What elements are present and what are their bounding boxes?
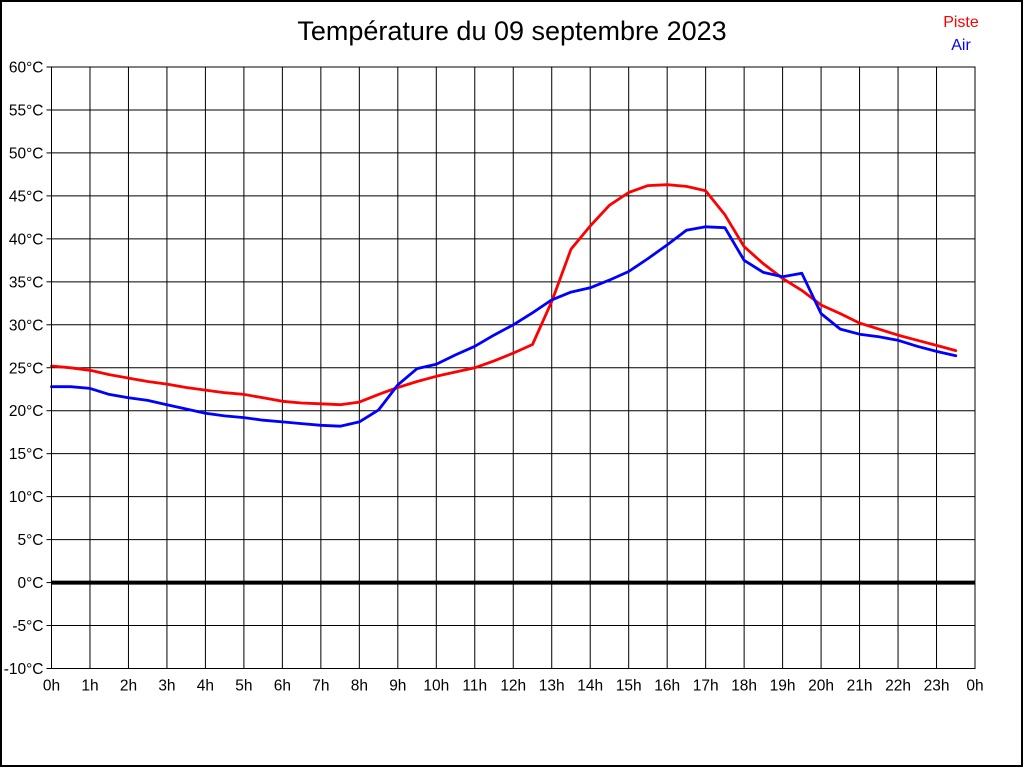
x-tick-label: 22h xyxy=(885,678,911,695)
y-tick-label: 30°C xyxy=(9,317,44,334)
x-tick-label: 8h xyxy=(351,678,368,695)
y-tick-label: 50°C xyxy=(9,145,44,162)
y-tick-label: 25°C xyxy=(9,360,44,377)
y-tick-label: 55°C xyxy=(9,102,44,119)
piste-line xyxy=(50,183,958,407)
y-tick-label: 5°C xyxy=(17,532,43,549)
y-tick-label: -10°C xyxy=(4,661,44,678)
y-tick-label: -5°C xyxy=(12,618,43,635)
y-tick-label: 35°C xyxy=(9,274,44,291)
plot-frame xyxy=(51,66,976,669)
x-tick-label: 0h xyxy=(43,678,60,695)
legend: Piste Air xyxy=(935,11,987,57)
x-tick-label: 19h xyxy=(770,678,796,695)
y-tick-label: 0°C xyxy=(17,575,43,592)
x-tick-label: 1h xyxy=(81,678,98,695)
x-tick-label: 23h xyxy=(924,678,950,695)
x-tick-label: 4h xyxy=(197,678,214,695)
y-tick-label: 60°C xyxy=(9,60,44,77)
legend-item-piste: Piste xyxy=(943,14,979,31)
y-tick-label: 20°C xyxy=(9,403,44,420)
x-tick-label: 21h xyxy=(847,678,873,695)
y-tick-label: 40°C xyxy=(9,231,44,248)
legend-item-air: Air xyxy=(951,37,971,54)
x-tick-label: 16h xyxy=(654,678,680,695)
x-tick-label: 7h xyxy=(312,678,329,695)
gridlines xyxy=(46,66,976,669)
x-axis-labels: 0h 1h 2h 3h 4h 5h 6h 7h 8h 9h 10h 11h 12h 13h 14h 15h 16… xyxy=(43,678,984,695)
x-tick-label: 2h xyxy=(120,678,137,695)
x-tick-label: 5h xyxy=(235,678,252,695)
x-tick-label: 15h xyxy=(616,678,642,695)
y-tick-label: 45°C xyxy=(9,188,44,205)
x-tick-label: 20h xyxy=(808,678,834,695)
y-tick-label: 15°C xyxy=(9,446,44,463)
x-tick-label: 6h xyxy=(274,678,291,695)
x-tick-label: 18h xyxy=(731,678,757,695)
y-axis-labels: 60°C 55°C 50°C 45°C 40°C 35°C 30°C 25°C 20°C 15°C… xyxy=(4,60,44,679)
x-tick-label: 14h xyxy=(577,678,603,695)
x-tick-label: 11h xyxy=(462,678,487,695)
x-tick-label: 13h xyxy=(539,678,565,695)
chart-title: Température du 09 septembre 2023 xyxy=(297,16,727,46)
x-tick-label: 10h xyxy=(423,678,449,695)
air-line xyxy=(50,225,958,428)
x-tick-label: 9h xyxy=(389,678,406,695)
x-tick-label: 3h xyxy=(158,678,175,695)
x-tick-label: 12h xyxy=(500,678,526,695)
y-tick-label: 10°C xyxy=(9,489,44,506)
x-tick-label: 17h xyxy=(693,678,719,695)
x-tick-label: 0h xyxy=(966,678,983,695)
